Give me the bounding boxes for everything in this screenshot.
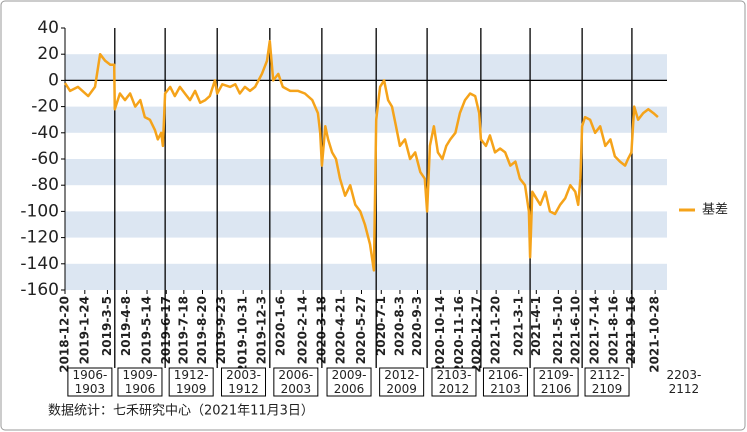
- series-line: [63, 39, 659, 272]
- period-label-line: 2003: [281, 382, 312, 396]
- y-tick-label: -120: [20, 228, 59, 248]
- band: [65, 54, 667, 81]
- y-tick-label: -20: [31, 97, 59, 117]
- period-box: [431, 367, 477, 397]
- y-tick-label: -60: [31, 149, 59, 169]
- period-label-line: 2012-: [384, 368, 419, 382]
- period-label-line: 2006: [334, 382, 365, 396]
- x-tick-label: 2020-7-1: [374, 296, 388, 356]
- x-tick-label: 2020-10-14: [433, 296, 447, 373]
- x-tick-label: 2021-5-10: [551, 296, 565, 364]
- x-tick-label: 2021-6-10: [568, 296, 582, 364]
- y-tick-label: -140: [20, 254, 59, 274]
- period-label: 2103-2012: [437, 368, 472, 396]
- x-tick-label: 2019-1-24: [77, 296, 91, 364]
- period-label: 1906-1903: [72, 368, 107, 396]
- period-label-line: 2006-: [278, 368, 313, 382]
- x-tick-label: 2019-12-3: [254, 296, 268, 364]
- period-label: 1909-1906: [123, 368, 158, 396]
- period-label-line: 2103: [490, 382, 521, 396]
- period-label-line: 2109-: [539, 368, 574, 382]
- period-label: 2012-2009: [384, 368, 419, 396]
- x-tick-label: 2019-9-23: [214, 296, 228, 364]
- x-tick-label: 2020-1-6: [274, 296, 288, 356]
- y-tick-label: 40: [37, 18, 59, 38]
- period-label-line: 2112: [669, 382, 700, 396]
- period-label-line: 1906-: [72, 368, 107, 382]
- y-tick-label: -100: [20, 201, 59, 221]
- x-tick-label: 2021-1-20: [489, 296, 503, 364]
- x-tick-label: 2019-7-18: [176, 296, 190, 364]
- x-tick-label: 2019-10-31: [236, 296, 250, 373]
- period-box: [482, 367, 528, 397]
- x-tick-label: 2019-3-5: [100, 296, 114, 356]
- period-label-line: 1906: [125, 382, 156, 396]
- x-tick-label: 2018-12-20: [58, 296, 72, 373]
- x-tick-label: 2021-3-1: [511, 296, 525, 356]
- x-tick-label: 2019-8-20: [195, 296, 209, 364]
- period-box: [117, 367, 163, 397]
- period-label: 2003-1912: [226, 368, 261, 396]
- period-label-line: 2203-: [666, 368, 701, 382]
- period-label-line: 2009: [386, 382, 417, 396]
- period-box: [67, 367, 113, 397]
- period-label-line: 1912: [228, 382, 259, 396]
- period-label-line: 2106-: [488, 368, 523, 382]
- x-tick-label: 2020-11-16: [452, 296, 466, 373]
- y-tick-label: -80: [31, 175, 59, 195]
- period-box: [221, 367, 267, 397]
- x-tick-label: 2020-12-17: [469, 296, 483, 373]
- y-tick-label: 20: [37, 44, 59, 64]
- y-tick-label: 0: [48, 70, 59, 90]
- period-label-line: 1909-: [123, 368, 158, 382]
- period-box: [168, 367, 214, 397]
- x-tick-label: 2021-7-14: [588, 296, 602, 364]
- period-label-line: 1909: [176, 382, 207, 396]
- x-tick-label: 2021-4-1: [529, 296, 543, 356]
- y-tick-label: -160: [20, 280, 59, 300]
- x-tick-label: 2021-9-16: [624, 296, 638, 364]
- source-note: 数据统计：七禾研究中心（2021年11月3日）: [48, 404, 314, 419]
- x-tick-label: 2020-8-3: [392, 296, 406, 356]
- y-tick-label: -40: [31, 123, 59, 143]
- period-label-line: 1903: [75, 382, 106, 396]
- period-label-line: 2009-: [332, 368, 367, 382]
- period-box: [379, 367, 425, 397]
- x-tick-label: 2020-4-21: [334, 296, 348, 364]
- period-label-line: 2109: [592, 382, 623, 396]
- period-label: 2112-2109: [590, 368, 625, 396]
- period-label-line: 2103-: [437, 368, 472, 382]
- x-tick-label: 2021-8-16: [606, 296, 620, 364]
- period-label-line: 2112-: [590, 368, 625, 382]
- period-label: 2006-2003: [278, 368, 313, 396]
- period-box: [584, 367, 630, 397]
- period-label-line: 2012: [439, 382, 470, 396]
- band: [65, 263, 667, 290]
- period-box: [273, 367, 319, 397]
- period-label: 2106-2103: [488, 368, 523, 396]
- x-tick-label: 2020-2-14: [296, 296, 310, 364]
- x-tick-label: 2020-5-27: [354, 296, 368, 364]
- period-label-line: 1912-: [174, 368, 209, 382]
- x-tick-label: 2020-9-3: [410, 296, 424, 356]
- x-tick-label: 2019-4-8: [119, 296, 133, 356]
- band: [65, 159, 667, 186]
- period-label: 1912-1909: [174, 368, 209, 396]
- x-tick-label: 2019-5-14: [140, 296, 154, 364]
- x-tick-label: 2021-10-28: [648, 296, 662, 373]
- period-box: [326, 367, 372, 397]
- period-label: 2203-2112: [666, 368, 701, 396]
- period-label: 2109-2106: [539, 368, 574, 396]
- period-label: 2009-2006: [332, 368, 367, 396]
- legend-label: 基差: [702, 203, 728, 218]
- period-label-line: 2003-: [226, 368, 261, 382]
- period-label-line: 2106: [541, 382, 572, 396]
- period-box: [533, 367, 579, 397]
